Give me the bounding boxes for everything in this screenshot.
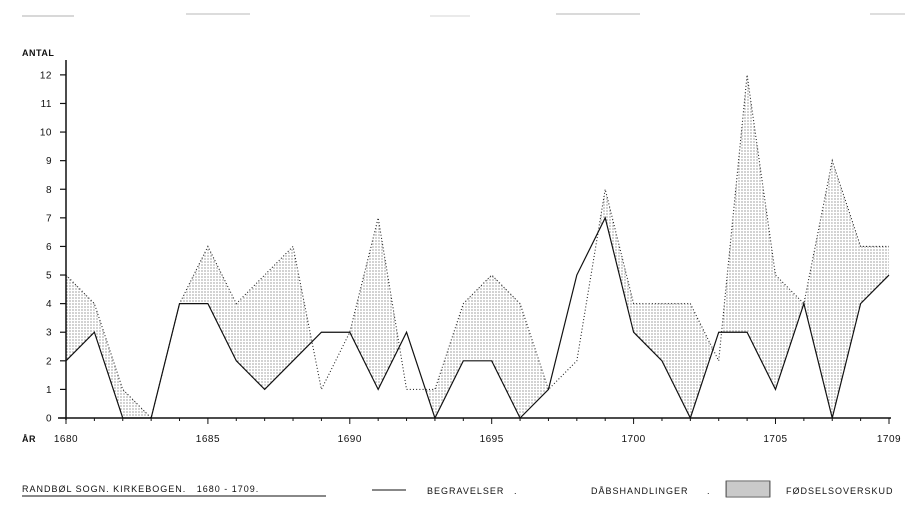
x-tick-label: 1685 [196,434,220,445]
surplus-area-segment [94,303,123,418]
surplus-area-segment [463,275,492,361]
legend-label-begravelser: BEGRAVELSER [427,486,504,496]
x-tick-label: 1709 [877,434,901,445]
surplus-area-segment [633,303,662,361]
y-axis-title: ANTAL [22,48,54,58]
surplus-area-segment [605,189,634,333]
x-tick-label: 1705 [763,434,787,445]
series-line-begravelser [65,216,890,420]
y-tick-label: 1 [46,385,52,396]
y-tick-label: 0 [46,414,52,425]
surplus-area-segment [236,275,265,390]
y-tick-label: 11 [41,99,52,110]
y-tick-label: 4 [46,299,52,310]
x-tick-label: 1695 [480,434,504,445]
surplus-area-segment [434,303,464,418]
chart-title: RANDBØL SOGN. KIRKEBOGEN. 1680 - 1709. [22,484,259,494]
surplus-area-segment [520,303,549,418]
surplus-area-segment [747,74,776,390]
y-tick-label: 6 [46,242,52,253]
y-tick-label: 2 [46,356,52,367]
surplus-fill-layer [66,74,889,418]
surplus-area-segment [66,275,95,361]
y-tick-label: 3 [46,328,52,339]
svg-text:.: . [514,486,518,496]
svg-text:.: . [707,486,711,496]
surplus-area-segment [661,303,691,418]
surplus-area-segment [803,160,833,418]
surplus-area-segment [775,275,804,390]
legend-swatch-fill [725,480,771,498]
surplus-area-segment [860,246,889,304]
x-tick-label: 1700 [621,434,645,445]
surplus-area-segment [207,246,237,361]
y-tick-label: 5 [46,271,52,282]
legend: RANDBØL SOGN. KIRKEBOGEN. 1680 - 1709. B… [22,480,894,498]
surplus-area-segment [349,217,379,390]
y-tick-label: 8 [46,185,52,196]
scan-artifacts [22,13,905,17]
surplus-area-segment [832,160,861,418]
x-ticks: 1680 1685 1690 1695 1700 1705 1709 [54,418,901,445]
surplus-area-segment [293,246,312,361]
x-tick-label: 1680 [54,434,78,445]
surplus-area-segment [264,246,294,390]
x-axis-title: ÅR [22,434,36,444]
x-tick-label: 1690 [338,434,362,445]
y-tick-label: 7 [46,213,52,224]
surplus-area-segment [690,303,714,418]
y-tick-label: 12 [40,70,52,81]
surplus-area-segment [491,275,521,418]
surplus-area-segment [378,217,400,390]
y-tick-label: 10 [40,128,52,139]
legend-label-dabshandlinger: DÅBSHANDLINGER [591,486,689,496]
legend-label-fodselsoverskud: FØDSELSOVERSKUD [786,486,894,496]
series-line-dabshandlinger [65,74,889,420]
y-tick-label: 9 [46,156,52,167]
